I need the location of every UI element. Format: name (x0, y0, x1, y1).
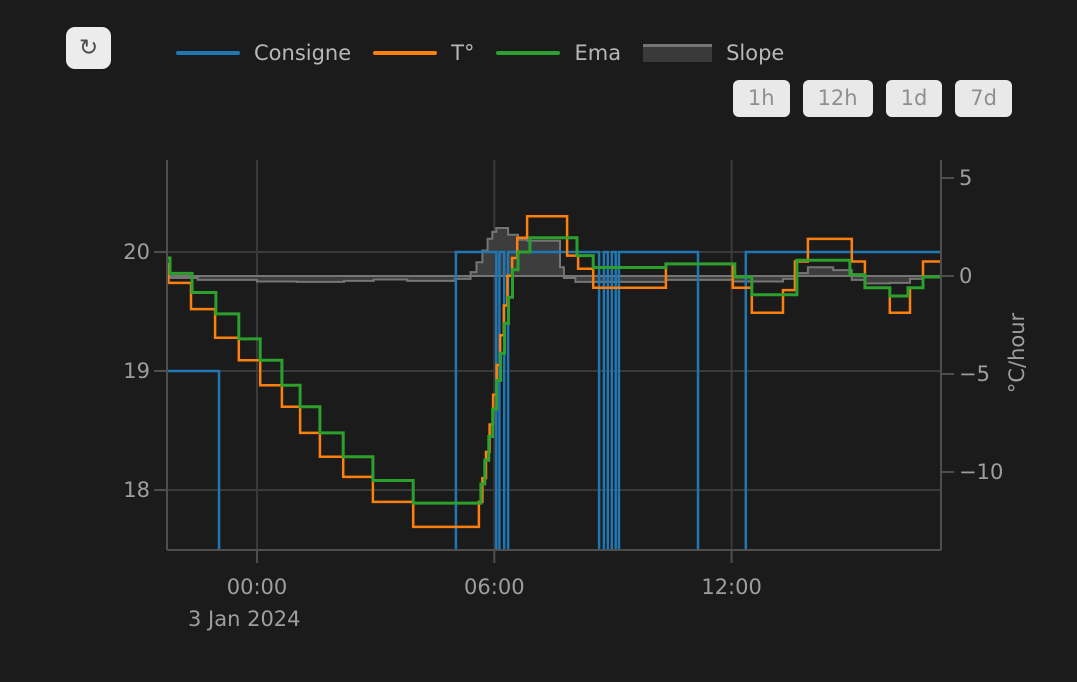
temperature-line-swatch-icon (373, 51, 438, 55)
ema-line-series (166, 236, 941, 505)
consigne-line-swatch-icon (176, 51, 240, 55)
chart-legend: Consigne T° Ema Slope (176, 38, 784, 68)
legend-label: Consigne (254, 40, 352, 65)
y-left-tick-label: 18 (123, 478, 150, 502)
y-right-axis-title: °C/hour (1005, 312, 1029, 393)
y-right-tick-label: 0 (959, 264, 972, 288)
range-button-1h[interactable]: 1h (732, 80, 790, 118)
consigne-line-series (166, 250, 941, 551)
legend-item-slope[interactable]: Slope (643, 40, 785, 65)
legend-label: Ema (574, 40, 622, 65)
ema-line-swatch-icon (496, 51, 561, 55)
y-right-tick-label: 5 (959, 166, 972, 190)
y-left-tick-label: 20 (123, 240, 150, 264)
legend-item-consigne[interactable]: Consigne (176, 40, 352, 65)
refresh-icon: ↻ (78, 35, 99, 61)
legend-label: T° (451, 40, 475, 65)
range-button-7d[interactable]: 7d (955, 80, 1012, 118)
x-tick-label: 06:00 (464, 575, 525, 599)
x-tick-label: 12:00 (701, 575, 762, 599)
legend-label: Slope (726, 40, 785, 65)
refresh-button[interactable]: ↻ (66, 27, 111, 69)
slope-area-swatch-icon (643, 44, 713, 62)
y-right-tick-label: −5 (959, 362, 990, 386)
y-left-tick-label: 19 (123, 359, 150, 383)
legend-item-ema[interactable]: Ema (496, 40, 622, 65)
range-button-12h[interactable]: 12h (802, 80, 873, 118)
axes: 20 19 18 5 0 −5 −10 °C/hour 00:00 06:00 12:00 3 Jan… (123, 160, 1029, 631)
x-axis-date-label: 3 Jan 2024 (188, 607, 301, 631)
series-layer (166, 215, 942, 551)
x-tick-label: 00:00 (227, 575, 288, 599)
range-button-1d[interactable]: 1d (885, 80, 943, 118)
gridlines (167, 160, 941, 550)
range-buttons: 1h 12h 1d 7d (732, 80, 1012, 118)
y-right-tick-label: −10 (959, 460, 1003, 484)
legend-item-temperature[interactable]: T° (373, 40, 475, 65)
